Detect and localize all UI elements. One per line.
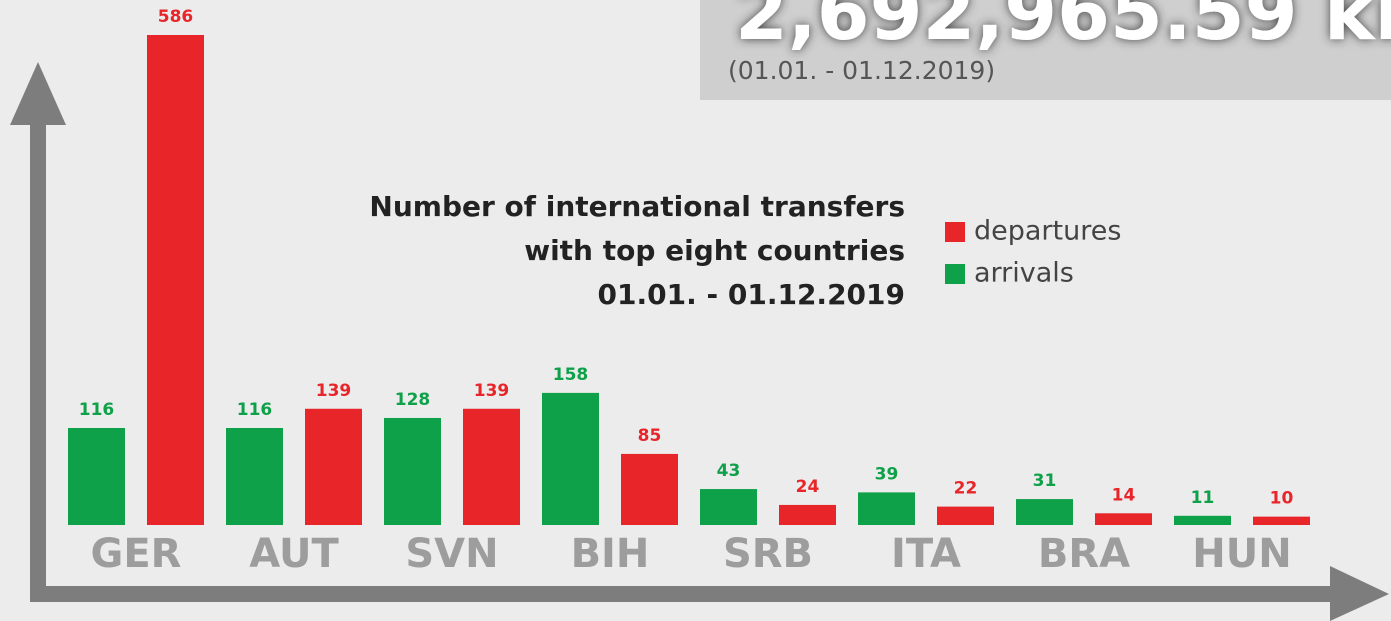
bar [700,489,757,525]
bar [463,408,520,525]
x-tick-label: SVN [405,531,498,577]
bar [226,428,283,525]
legend-swatch [945,264,965,284]
bar [384,417,441,525]
y-axis-arrow [10,62,66,125]
bar [1016,499,1073,525]
x-tick-label: HUN [1192,531,1291,577]
headline-backdrop [700,0,1391,100]
bar [937,506,994,525]
bar [858,492,915,525]
bar [779,504,836,525]
bar [305,408,362,525]
y-axis [30,110,46,600]
title-line: 01.01. - 01.12.2019 [598,278,905,311]
bar [147,35,204,525]
bar [621,453,678,525]
value-label: 586 [158,7,194,27]
axes [10,62,1389,621]
value-label: 116 [237,400,273,420]
title-line: Number of international transfers [369,190,905,223]
value-label: 14 [1112,485,1136,505]
value-label: 85 [638,426,662,446]
x-tick-label: AUT [249,531,339,577]
x-tick-label: ITA [891,531,961,577]
x-tick-label: BIH [571,531,650,577]
x-tick-label: SRB [723,531,813,577]
legend-swatch [945,222,965,242]
value-label: 22 [954,479,978,499]
x-axis [30,586,1340,602]
value-label: 11 [1191,488,1215,508]
title-line: with top eight countries [524,234,905,267]
bar [1253,516,1310,525]
value-label: 43 [717,461,741,481]
value-label: 31 [1033,471,1057,491]
x-tick-label: BRA [1038,531,1130,577]
bar [1174,515,1231,525]
value-label: 10 [1270,489,1294,509]
value-label: 24 [796,477,820,497]
value-label: 139 [474,381,510,401]
headline-period: (01.01. - 01.12.2019) [728,56,995,85]
value-label: 158 [553,365,589,385]
legend-label: arrivals [974,258,1074,289]
value-label: 139 [316,381,352,401]
x-tick-label: GER [91,531,182,577]
legend-label: departures [974,216,1121,247]
value-label: 128 [395,390,431,410]
bar [542,392,599,525]
headline: 2,692,965.59 kn [735,0,1391,57]
bar [68,428,125,525]
value-label: 116 [79,400,115,420]
value-label: 39 [875,464,899,484]
x-axis-arrow [1330,566,1389,621]
bar [1095,513,1152,525]
